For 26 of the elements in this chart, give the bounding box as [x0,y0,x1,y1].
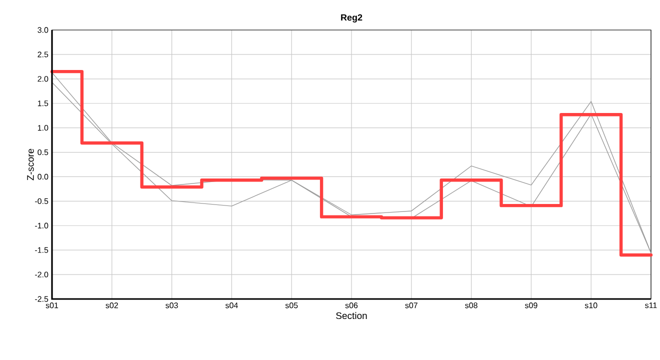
x-tick-label: s11 [645,302,657,308]
x-tick-label: s10 [584,302,598,308]
y-tick-label: -2.0 [35,272,48,278]
y-tick-label: -0.5 [35,198,48,204]
x-tick-label: s06 [345,302,358,308]
y-tick-label: -1.5 [35,247,48,253]
y-tick-label: 0.0 [38,174,48,180]
x-tick-label: s02 [106,302,118,308]
y-tick-label: 2.5 [38,52,48,58]
y-axis-title: Z-score [27,148,34,180]
x-tick-label: s03 [166,302,178,308]
x-tick-label: s01 [46,302,58,308]
y-tick-label: 2.0 [38,76,48,82]
x-tick-label: s04 [225,302,238,308]
chart-title: Reg2 [341,14,362,22]
x-tick-label: s07 [405,302,418,308]
y-tick-label: 1.0 [38,124,48,131]
x-axis-title: Section [336,312,367,320]
y-tick-label: 0.5 [38,149,48,156]
y-tick-label: 3.0 [38,27,48,33]
x-tick-label: s08 [465,302,478,308]
x-tick-label: s05 [285,302,298,308]
y-tick-label: -1.0 [35,222,48,228]
y-tick-label: -2.5 [35,296,48,302]
y-tick-label: 1.5 [38,100,48,106]
x-tick-label: s09 [524,302,538,308]
